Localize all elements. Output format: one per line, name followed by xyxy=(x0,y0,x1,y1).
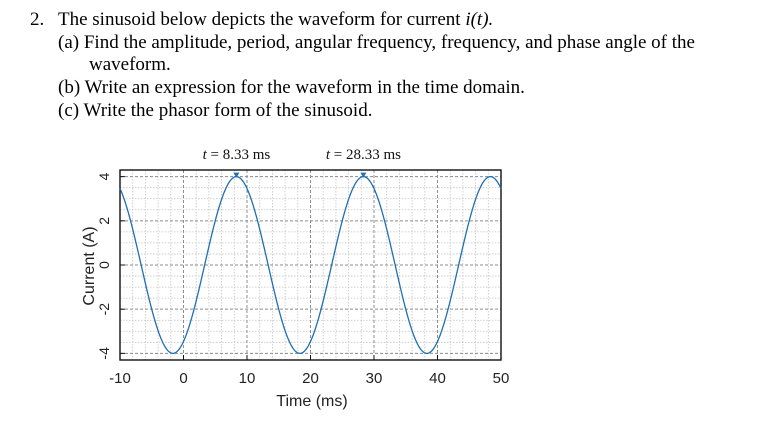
part-a-text: Find the amplitude, period, angular freq… xyxy=(83,32,695,53)
y-tick-label: -2 xyxy=(96,303,112,316)
y-tick-label: 0 xyxy=(96,261,112,269)
part-a-label: (a) xyxy=(58,32,80,53)
chart-ticks xyxy=(119,176,502,360)
annotation-label: t = 8.33 ms xyxy=(203,147,271,163)
part-c-label: (c) xyxy=(58,100,80,121)
annotation-label: t = 28.33 ms xyxy=(326,147,401,163)
peak-marker xyxy=(233,172,240,178)
x-tick-label: 50 xyxy=(493,370,510,387)
x-tick-label: 20 xyxy=(302,370,319,387)
y-tick-label: 2 xyxy=(96,217,112,225)
x-tick-label: 10 xyxy=(239,370,256,387)
part-a: (a) Find the amplitude, period, angular … xyxy=(58,32,695,54)
y-axis-label: Current (A) xyxy=(81,226,98,305)
annotation-time-variable: t xyxy=(326,147,331,163)
part-c-text: Write the phasor form of the sinusoid. xyxy=(83,100,373,121)
stem-variable: i(t). xyxy=(465,9,494,30)
problem-stem: The sinusoid below depicts the waveform … xyxy=(58,9,493,31)
peak-marker xyxy=(360,172,367,178)
y-tick-label: 4 xyxy=(96,173,112,181)
x-axis-label: Time (ms) xyxy=(276,393,347,410)
x-tick-label: 0 xyxy=(179,370,187,387)
x-tick-label: -10 xyxy=(109,370,131,387)
problem-number: 2. xyxy=(30,9,45,30)
x-tick-label: 30 xyxy=(366,370,383,387)
peak-markers xyxy=(233,172,367,178)
y-tick-label: -4 xyxy=(96,347,112,360)
x-tick-label: 40 xyxy=(429,370,446,387)
stem-text: The sinusoid below depicts the waveform … xyxy=(58,9,461,30)
part-a-continuation: waveform. xyxy=(89,54,171,75)
part-c: (c) Write the phasor form of the sinusoi… xyxy=(58,100,372,122)
peak-annotations: t = 8.33 ms t = 28.33 ms xyxy=(203,147,402,163)
part-b-label: (b) xyxy=(58,77,81,98)
annotation-time-value: = 8.33 ms xyxy=(207,147,271,163)
annotation-time-value: = 28.33 ms xyxy=(330,147,401,163)
part-b-text: Write an expression for the waveform in … xyxy=(84,77,525,98)
current-waveform-line xyxy=(119,175,502,355)
problem-statement: 2. The sinusoid below depicts the wavefo… xyxy=(0,0,782,140)
annotation-time-variable: t xyxy=(203,147,208,163)
part-b: (b) Write an expression for the waveform… xyxy=(58,77,525,99)
chart-grid xyxy=(119,170,502,360)
